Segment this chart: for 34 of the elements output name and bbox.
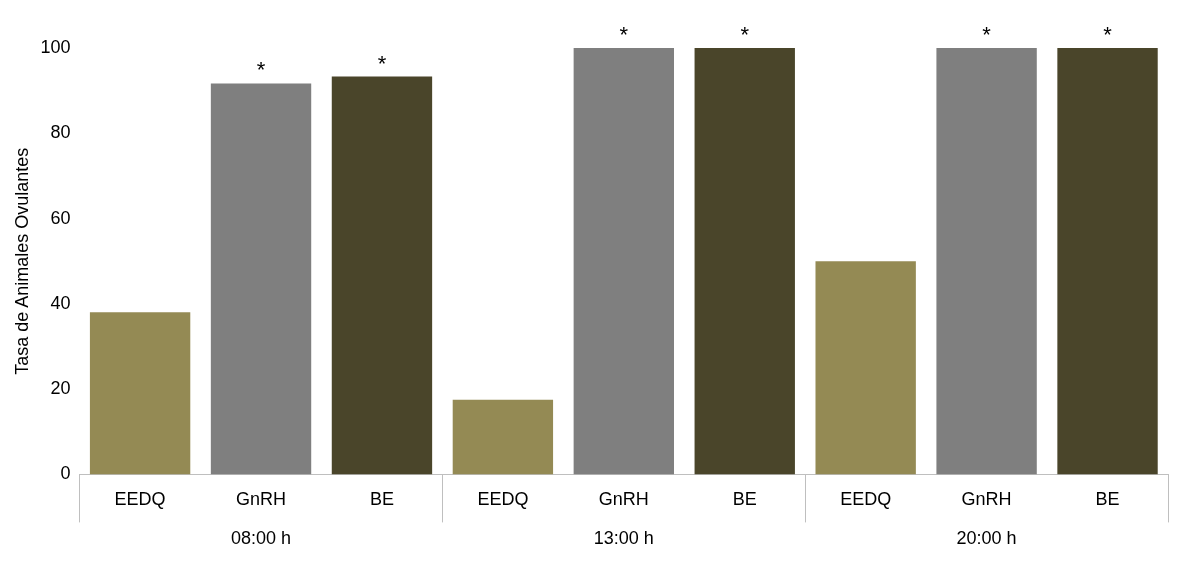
text: EEDQ: [477, 489, 529, 510]
y-tick-label: 0: [60, 463, 71, 484]
data-label: *: [256, 57, 266, 83]
y-tick-label: 40: [50, 292, 71, 313]
text: GnRH: [961, 489, 1012, 510]
data-label: *: [740, 22, 750, 47]
bar: [210, 83, 312, 475]
data-label: *: [377, 50, 387, 76]
y-tick-label: 20: [50, 378, 71, 399]
y-tick-label: 80: [50, 122, 71, 143]
series-label: EEDQ: [114, 489, 166, 510]
y-tick-label: 60: [50, 207, 71, 228]
data-label: *: [982, 22, 992, 47]
bar: [694, 48, 795, 475]
x-tick-label: 20:00 h: [956, 528, 1017, 549]
text: BE: [1095, 489, 1120, 510]
text: BE: [732, 489, 757, 510]
series-label: BE: [369, 489, 394, 510]
bar: [815, 261, 916, 475]
bar: [452, 399, 554, 475]
x-tick-label: 13:00 h: [593, 528, 654, 549]
bar: [936, 48, 1037, 475]
y-axis-title: Tasa de Animales Ovulantes: [11, 147, 32, 375]
series-label: GnRH: [236, 489, 287, 510]
text: GnRH: [598, 489, 649, 510]
y-tick-label: 100: [40, 36, 71, 57]
x-tick-label: 08:00 h: [231, 528, 292, 549]
bar: [1057, 48, 1158, 475]
bar: [573, 48, 674, 475]
data-label: *: [1103, 22, 1113, 47]
bar: [331, 76, 433, 475]
data-label: *: [619, 22, 629, 47]
text: EEDQ: [840, 489, 892, 510]
bar: [89, 312, 191, 475]
